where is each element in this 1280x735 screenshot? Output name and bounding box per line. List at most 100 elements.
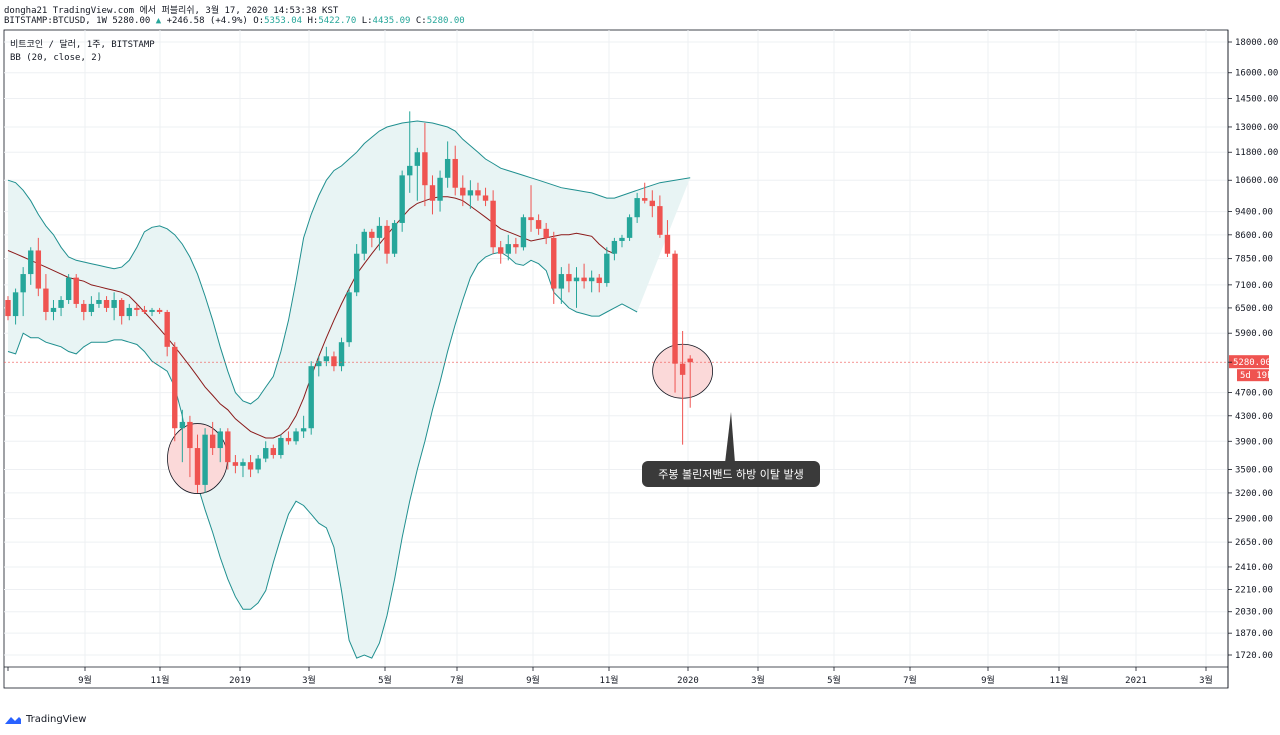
candle-body	[255, 458, 261, 470]
x-tick-label: 3월	[302, 674, 316, 686]
candle-body	[414, 152, 421, 166]
y-tick-label: 2030.00	[1235, 608, 1273, 618]
candle-body	[657, 206, 663, 235]
candle-body	[96, 300, 102, 304]
candle-body	[141, 309, 148, 312]
x-tick-label: 7월	[450, 674, 464, 686]
y-tick-label: 5900.00	[1235, 329, 1273, 339]
y-tick-label: 3900.00	[1235, 437, 1273, 447]
y-tick-label: 1720.00	[1235, 651, 1273, 661]
candle-body	[263, 448, 269, 459]
candle-body	[543, 228, 549, 238]
candle-body	[642, 198, 648, 201]
candle-body	[58, 300, 64, 308]
y-tick-label: 14500.00	[1235, 94, 1278, 104]
y-tick-label: 2410.00	[1235, 563, 1273, 573]
candle-body	[573, 277, 580, 282]
candle-body	[528, 217, 534, 221]
candle-body	[338, 342, 345, 367]
price-tag-value: 5280.00	[1233, 358, 1271, 368]
y-tick-label: 13000.00	[1235, 123, 1278, 133]
candle-body	[558, 274, 565, 289]
candle-body	[12, 292, 19, 317]
candle-body	[376, 225, 383, 238]
candle-body	[588, 277, 595, 282]
x-tick-label: 3월	[751, 674, 765, 686]
candle-body	[444, 158, 451, 178]
candle-body	[520, 217, 527, 248]
candle-body	[505, 244, 511, 254]
open-value: 5353.04	[264, 16, 303, 26]
candle-body	[551, 237, 557, 289]
x-tick-label: 7월	[903, 674, 917, 686]
candle-body	[346, 292, 352, 343]
countdown-tag-value: 5d 19h	[1240, 371, 1273, 381]
candle-body	[672, 253, 678, 364]
candle-body	[81, 303, 87, 312]
candle-body	[316, 361, 322, 367]
tradingview-brand: TradingView	[26, 714, 87, 725]
x-tick-label: 2020	[677, 676, 699, 686]
bollinger-upper-line	[7, 120, 691, 405]
candle-body	[467, 190, 474, 196]
y-tick-label: 7850.00	[1235, 255, 1273, 265]
ohlc-bar: BITSTAMP:BTCUSD, 1W 5280.00 ▲ +246.58 (+…	[4, 16, 465, 26]
candle-body	[596, 277, 602, 284]
callout-pointer	[725, 412, 735, 463]
candle-body	[391, 222, 398, 254]
candle-body	[361, 231, 367, 254]
high-label: H:	[307, 16, 319, 26]
candle-body	[300, 428, 307, 432]
candle-body	[679, 363, 686, 375]
candle-body	[498, 247, 504, 254]
candle-body	[452, 158, 458, 188]
candle-body	[126, 307, 132, 317]
candle-body	[5, 300, 11, 317]
close-value: 5280.00	[426, 16, 465, 26]
candle-body	[619, 237, 625, 241]
change-value: +246.58 (+4.9%)	[166, 16, 248, 26]
close-label: C:	[415, 16, 427, 26]
candle-body	[482, 195, 489, 201]
candle-body	[634, 198, 640, 218]
candle-body	[232, 462, 239, 466]
open-label: O:	[253, 16, 265, 26]
candle-body	[28, 250, 34, 275]
x-tick-label: 3월	[1199, 674, 1213, 686]
candle-body	[149, 309, 155, 312]
tradingview-logo[interactable]: TradingView	[4, 714, 86, 725]
candle-body	[50, 307, 57, 312]
high-value: 5422.70	[318, 16, 357, 26]
y-tick-label: 2210.00	[1235, 586, 1273, 596]
candle-body	[535, 220, 542, 229]
candle-body	[35, 250, 42, 289]
candle-body	[172, 346, 178, 429]
candle-body	[225, 431, 231, 463]
candle-body	[134, 307, 140, 310]
candle-body	[513, 244, 519, 248]
candle-body	[369, 231, 375, 238]
candle-body	[285, 437, 292, 442]
y-tick-label: 3200.00	[1235, 489, 1273, 499]
x-tick-label: 9월	[78, 674, 92, 686]
y-tick-label: 9400.00	[1235, 208, 1273, 218]
candle-body	[407, 165, 413, 176]
x-tick-label: 11월	[150, 674, 169, 686]
candle-body	[611, 240, 618, 254]
candle-body	[111, 300, 117, 308]
x-tick-label: 2019	[229, 676, 251, 686]
candle-body	[664, 234, 671, 254]
y-tick-label: 2650.00	[1235, 538, 1273, 548]
bollinger-band-fill	[8, 121, 691, 659]
x-tick-label: 9월	[526, 674, 540, 686]
y-tick-label: 4300.00	[1235, 412, 1273, 422]
x-tick-label: 5월	[827, 674, 841, 686]
y-tick-label: 18000.00	[1235, 38, 1278, 48]
candle-body	[179, 421, 186, 429]
candle-body	[649, 200, 655, 207]
candle-body	[475, 190, 481, 196]
candle-body	[43, 288, 49, 312]
candle-body	[323, 356, 330, 362]
candle-body	[217, 431, 223, 449]
